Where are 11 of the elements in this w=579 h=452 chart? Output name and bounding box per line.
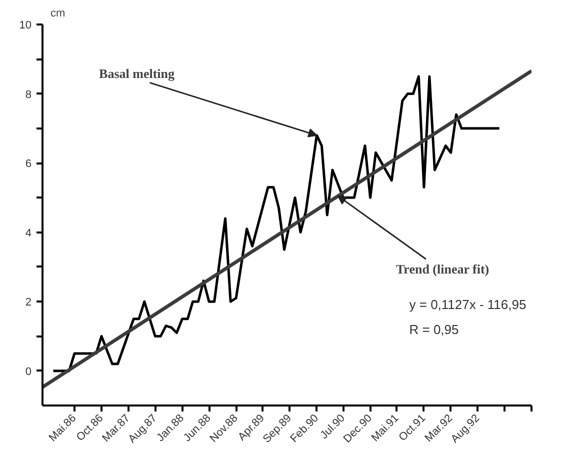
y-tick-label: 4	[25, 227, 32, 240]
annotation: Basal melting	[99, 66, 175, 81]
y-tick-label: 6	[25, 158, 32, 170]
annotation: R = 0,95	[409, 322, 459, 337]
y-tick-label: 2	[25, 296, 32, 309]
y-tick-label: 0	[25, 366, 32, 378]
annotation: Trend (linear fit)	[396, 261, 490, 276]
annotation: y = 0,1127x - 116,95	[409, 297, 526, 312]
y-tick-label: 8	[25, 88, 32, 101]
y-tick-label: 10	[19, 20, 32, 32]
y-axis-title: cm	[50, 8, 66, 20]
